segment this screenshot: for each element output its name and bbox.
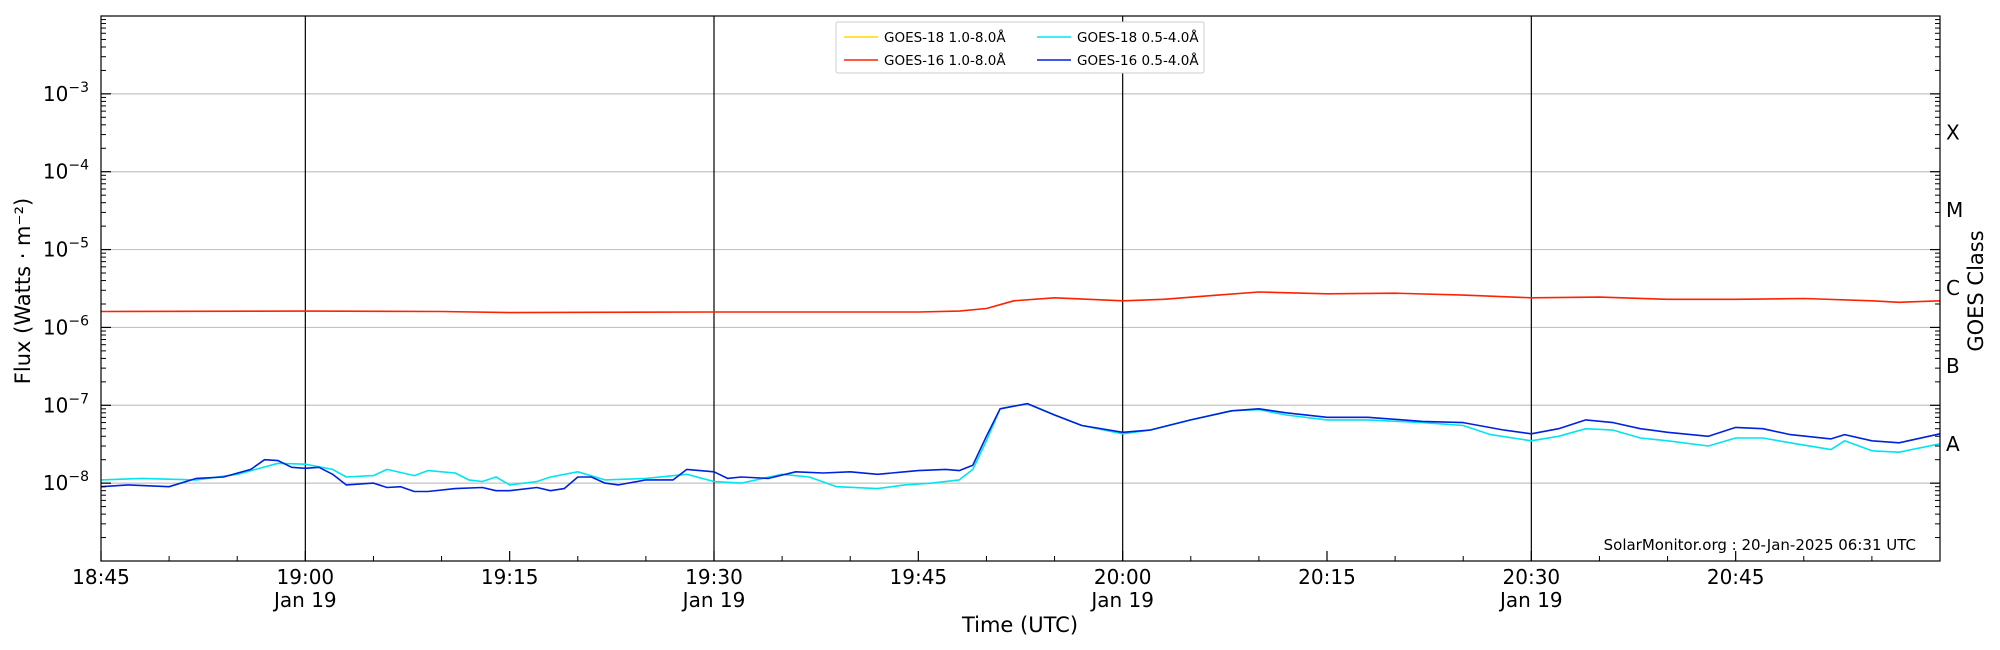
y-tick-label: 10−6 [43,313,89,339]
y-tick-label: 10−5 [43,236,89,262]
x-tick-date-label: Jan 19 [1089,588,1154,612]
y-tick-label: 10−8 [43,469,89,495]
series-line [100,402,1941,490]
x-tick-date-label: Jan 19 [272,588,337,612]
goes-class-label: M [1946,198,1963,222]
goes-class-label: A [1946,432,1960,456]
grid-layer [101,93,1940,484]
tick-layer [100,19,1940,561]
source-annotation: SolarMonitor.org : 20-Jan-2025 06:31 UTC [1604,536,1916,554]
x-axis-title: Time (UTC) [961,613,1078,637]
y-tick-labels: 10−8 10−7 10−6 10−5 10−4 10−3 [43,80,89,495]
legend-entry: GOES-18 0.5-4.0Å [1077,29,1199,46]
series-line [100,291,1941,314]
x-tick-label: 19:30 [685,565,743,589]
x-tick-label: 18:45 [72,565,130,589]
half-hour-markers [304,16,1532,561]
y-tick-label: 10−4 [43,158,89,184]
goes-class-labels: A B C M X [1946,120,1963,455]
x-tick-label: 20:45 [1707,565,1765,589]
x-tick-label: 19:15 [481,565,539,589]
x-tick-label: 20:15 [1298,565,1356,589]
x-tick-label: 19:45 [890,565,948,589]
x-tick-date-label: Jan 19 [1498,588,1563,612]
goes-class-label: C [1946,276,1960,300]
right-axis-title: GOES Class [1964,230,1988,351]
goes-class-label: X [1946,120,1960,144]
legend-entry: GOES-16 0.5-4.0Å [1077,52,1199,69]
y-tick-label: 10−7 [43,391,89,417]
plot-frame [100,15,1941,562]
x-tick-label: 19:00 [277,565,335,589]
x-tick-label: 20:00 [1094,565,1152,589]
goes-class-label: B [1946,354,1960,378]
x-tick-label: 20:30 [1503,565,1561,589]
y-tick-label: 10−3 [43,80,89,106]
y-axis-title: Flux (Watts · m⁻²) [11,198,35,384]
series-layer [100,291,1941,493]
legend: GOES-18 1.0-8.0Å GOES-16 1.0-8.0Å GOES-18 … [835,21,1205,74]
legend-entry: GOES-16 1.0-8.0Å [884,52,1006,69]
series-line [100,402,1941,493]
legend-entry: GOES-18 1.0-8.0Å [884,29,1006,46]
legend-box [835,21,1205,74]
x-tick-date-label: Jan 19 [681,588,746,612]
